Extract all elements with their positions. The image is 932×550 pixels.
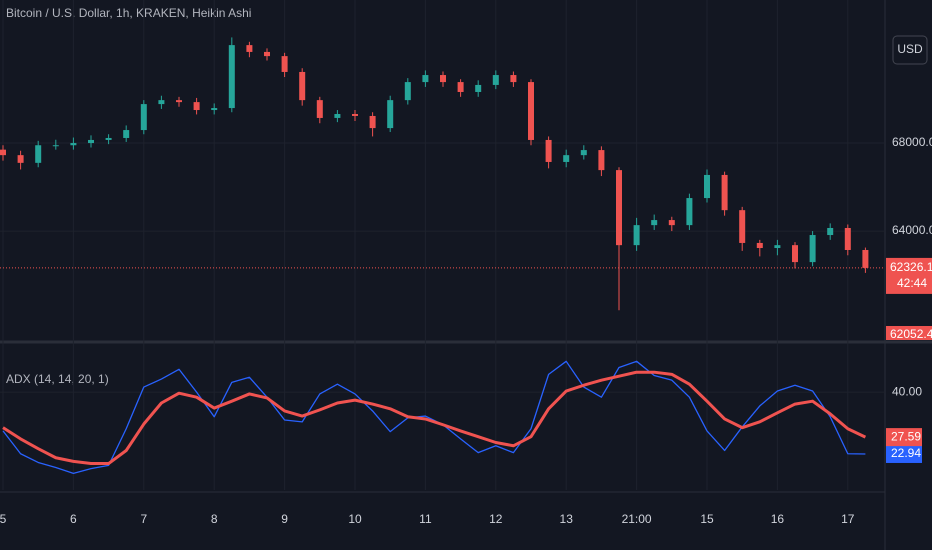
candle-body — [792, 245, 798, 263]
x-tick-label: 10 — [348, 512, 362, 526]
candle-body — [668, 220, 675, 226]
candle-body — [281, 56, 288, 72]
candle-body — [316, 100, 323, 118]
currency-label[interactable]: USD — [897, 42, 923, 56]
candle-body — [633, 225, 640, 246]
candle-body — [387, 100, 394, 129]
candle-body — [369, 115, 376, 129]
candle-body — [70, 143, 77, 146]
candle-body — [545, 139, 552, 162]
y-tick-label: 68000.0 — [892, 135, 932, 149]
y-tick-label: 64000.0 — [892, 223, 932, 237]
last-value-box — [886, 428, 922, 447]
candle-body — [774, 245, 781, 249]
candle-body — [352, 113, 358, 116]
candle-body — [140, 104, 147, 131]
x-tick-label: 5 — [0, 512, 7, 526]
x-tick-label: 9 — [281, 512, 288, 526]
candle-body — [844, 227, 851, 250]
candle-body — [211, 108, 218, 111]
x-tick-label: 16 — [771, 512, 785, 526]
candle-body — [299, 71, 306, 101]
candle-body — [528, 82, 534, 140]
candle-body — [422, 75, 429, 83]
candle-body — [598, 150, 605, 171]
x-tick-label: 15 — [700, 512, 714, 526]
candle-body — [193, 102, 200, 111]
last-value-box — [886, 444, 922, 463]
candle-body — [651, 220, 658, 226]
candle-body — [492, 75, 499, 85]
candle-body — [246, 45, 253, 52]
candle-body — [739, 210, 746, 243]
candle-body — [721, 174, 728, 211]
countdown-label: 42:44 — [897, 276, 927, 290]
last-price-box — [886, 257, 932, 294]
candle-body — [616, 170, 622, 246]
currency-button-frame[interactable] — [892, 35, 928, 65]
last-price-label: 62326.1 — [890, 260, 932, 274]
candle-body — [827, 227, 834, 236]
price-marker-box — [886, 326, 932, 340]
candle-body — [704, 174, 710, 199]
x-tick-label: 13 — [560, 512, 574, 526]
candle-body — [440, 75, 446, 83]
x-tick-label: 8 — [211, 512, 218, 526]
last-value-label: 27.59 — [891, 429, 921, 443]
candle-body — [563, 155, 570, 162]
currency-button[interactable]: USD — [892, 35, 928, 65]
candle-body — [404, 82, 411, 101]
x-tick-label: 17 — [841, 512, 855, 526]
candle-body — [457, 82, 464, 92]
candle-body — [105, 137, 112, 140]
candle-body — [0, 149, 6, 156]
indicator-line — [2, 370, 867, 466]
candle-body — [123, 130, 130, 138]
last-value-label: 22.94 — [891, 446, 921, 460]
candle-body — [756, 242, 763, 249]
candle-body — [862, 249, 869, 268]
x-tick-label: 12 — [489, 512, 503, 526]
candle-body — [88, 139, 94, 144]
marks — [0, 37, 885, 474]
candle-body — [686, 198, 693, 226]
candle-body — [176, 100, 182, 103]
candle-body — [228, 45, 235, 109]
candle-body — [475, 84, 482, 92]
candle-body — [17, 155, 24, 163]
candle-body — [580, 150, 587, 156]
candle-body — [52, 145, 59, 147]
candle-body — [809, 235, 816, 263]
candle-body — [158, 100, 165, 105]
x-tick-label: 7 — [140, 512, 147, 526]
price-marker-label: 62052.4 — [890, 327, 932, 341]
x-tick-label: 21:00 — [622, 512, 652, 526]
y-tick-label: 40.00 — [892, 384, 922, 398]
labels: 64000.0 68000.0 5 6 7 8 9 10 11 12 13 21:00 15 16 17 62… — [0, 135, 932, 526]
indicator-title: ADX (14, 14, 20, 1) — [6, 372, 109, 386]
candle-body — [35, 145, 42, 163]
chart-title: Bitcoin / U.S. Dollar, 1h, KRAKEN, Heiki… — [6, 6, 251, 20]
candle-body — [334, 113, 341, 118]
x-tick-label: 11 — [419, 512, 432, 526]
x-tick-label: 6 — [70, 512, 77, 526]
candle-body — [264, 51, 270, 57]
candle-body — [510, 75, 517, 83]
